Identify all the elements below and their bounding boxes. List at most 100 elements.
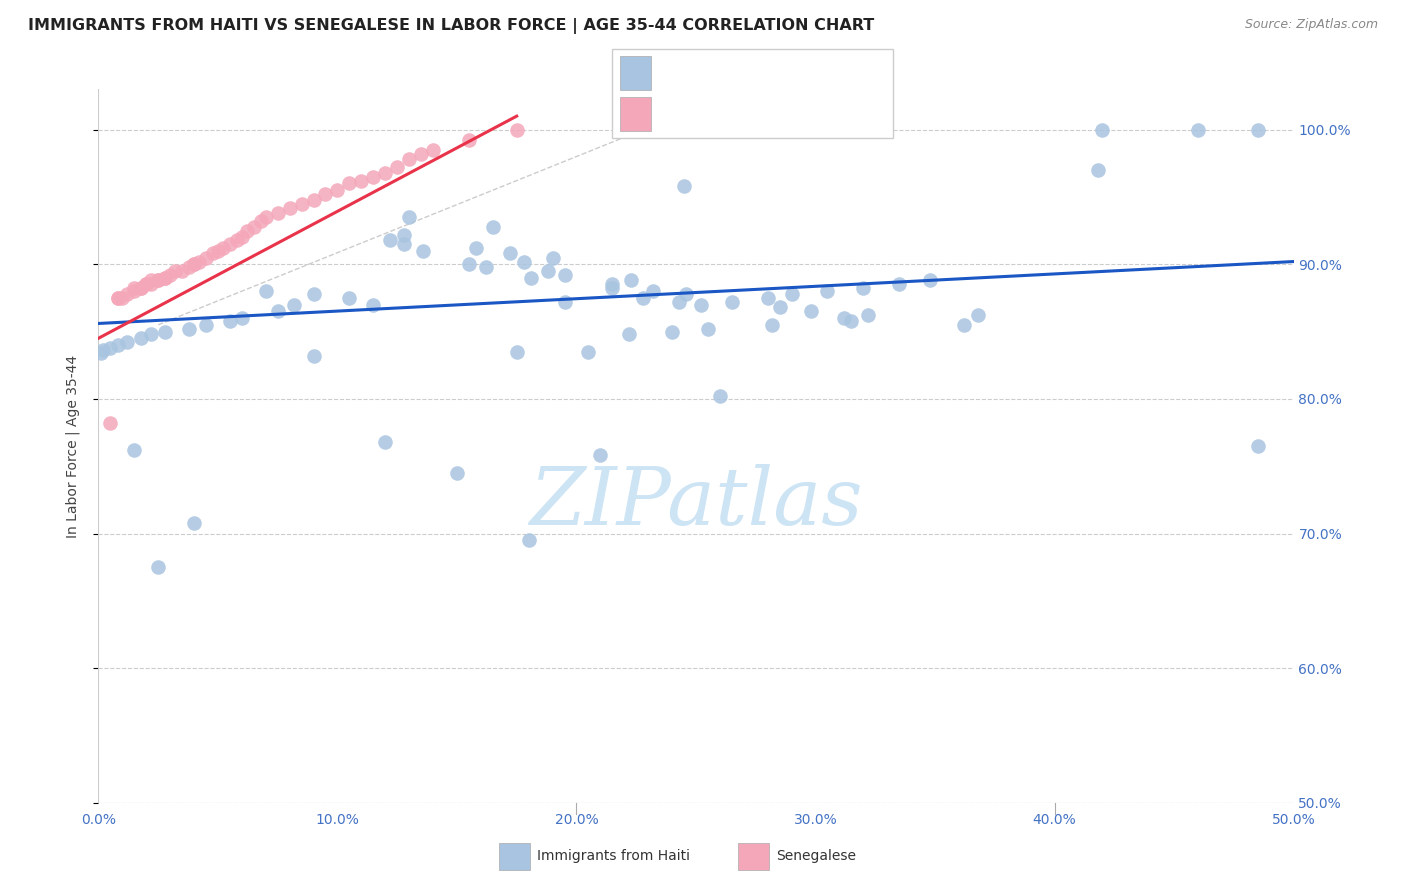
Point: [91, 343, 114, 358]
Point: [267, 304, 290, 318]
Point: [481, 219, 505, 234]
Text: R =: R =: [658, 61, 692, 75]
Point: [1091, 122, 1114, 136]
Point: [633, 291, 655, 305]
Point: [465, 241, 488, 255]
Point: [689, 298, 711, 312]
Point: [135, 277, 157, 292]
Point: [458, 257, 481, 271]
Point: [617, 327, 640, 342]
Point: [131, 281, 153, 295]
Point: [155, 270, 177, 285]
Point: [98, 416, 122, 430]
Point: [697, 322, 720, 336]
Point: [107, 338, 129, 352]
Point: [179, 322, 201, 336]
Text: Source: ZipAtlas.com: Source: ZipAtlas.com: [1244, 18, 1378, 31]
Text: Immigrants from Haiti: Immigrants from Haiti: [537, 849, 690, 863]
Point: [115, 286, 138, 301]
Point: [458, 133, 481, 147]
Point: [661, 325, 683, 339]
Point: [474, 260, 496, 274]
Point: [398, 210, 420, 224]
Point: [709, 389, 731, 403]
Point: [107, 291, 129, 305]
Point: [254, 210, 277, 224]
Point: [446, 466, 468, 480]
Point: [952, 318, 974, 332]
Point: [183, 257, 205, 271]
Point: [506, 344, 529, 359]
Point: [498, 246, 520, 260]
Point: [602, 277, 624, 292]
Text: Senegalese: Senegalese: [776, 849, 856, 863]
Point: [363, 298, 385, 312]
Point: [889, 277, 911, 292]
Point: [202, 246, 225, 260]
Text: IMMIGRANTS FROM HAITI VS SENEGALESE IN LABOR FORCE | AGE 35-44 CORRELATION CHART: IMMIGRANTS FROM HAITI VS SENEGALESE IN L…: [28, 18, 875, 34]
Point: [967, 309, 990, 323]
Point: [378, 233, 401, 247]
Point: [768, 301, 790, 315]
Point: [675, 286, 697, 301]
Point: [422, 143, 444, 157]
Point: [135, 277, 157, 292]
Point: [148, 273, 170, 287]
Point: [155, 270, 177, 285]
Point: [394, 227, 416, 242]
Point: [124, 281, 146, 295]
Point: [517, 533, 540, 548]
Point: [756, 291, 779, 305]
Point: [721, 294, 744, 309]
Point: [107, 291, 129, 305]
Point: [668, 294, 690, 309]
Point: [111, 291, 134, 305]
Point: [291, 196, 314, 211]
Point: [278, 201, 301, 215]
Point: [195, 318, 218, 332]
Point: [363, 169, 385, 184]
Point: [780, 286, 803, 301]
Point: [115, 335, 138, 350]
Point: [339, 291, 361, 305]
Point: [920, 273, 942, 287]
Point: [155, 325, 177, 339]
Point: [159, 268, 181, 282]
Point: [302, 349, 325, 363]
Point: [1187, 122, 1209, 136]
Point: [219, 237, 242, 252]
Point: [620, 273, 643, 287]
Point: [339, 177, 361, 191]
Point: [602, 281, 624, 295]
Point: [326, 183, 349, 197]
Point: [211, 241, 233, 255]
Point: [815, 284, 838, 298]
Point: [520, 270, 543, 285]
Point: [1247, 122, 1270, 136]
Point: [90, 346, 112, 360]
Text: 81: 81: [779, 61, 800, 75]
Point: [98, 341, 122, 355]
Point: [398, 152, 420, 166]
Point: [187, 254, 209, 268]
Point: [411, 146, 433, 161]
Point: [172, 264, 194, 278]
Point: [250, 214, 273, 228]
Text: N =: N =: [748, 61, 782, 75]
Point: [1087, 163, 1109, 178]
Point: [832, 311, 855, 326]
Text: ZIPatlas: ZIPatlas: [529, 465, 863, 541]
Text: R =: R =: [658, 102, 692, 116]
Point: [235, 223, 257, 237]
Point: [302, 286, 325, 301]
Point: [231, 230, 253, 244]
Point: [243, 219, 266, 234]
Text: 51: 51: [779, 102, 800, 116]
Point: [673, 179, 696, 194]
Point: [179, 260, 201, 274]
Point: [195, 251, 218, 265]
Point: [841, 314, 863, 328]
Point: [219, 314, 242, 328]
Point: [728, 122, 751, 136]
Point: [800, 304, 823, 318]
